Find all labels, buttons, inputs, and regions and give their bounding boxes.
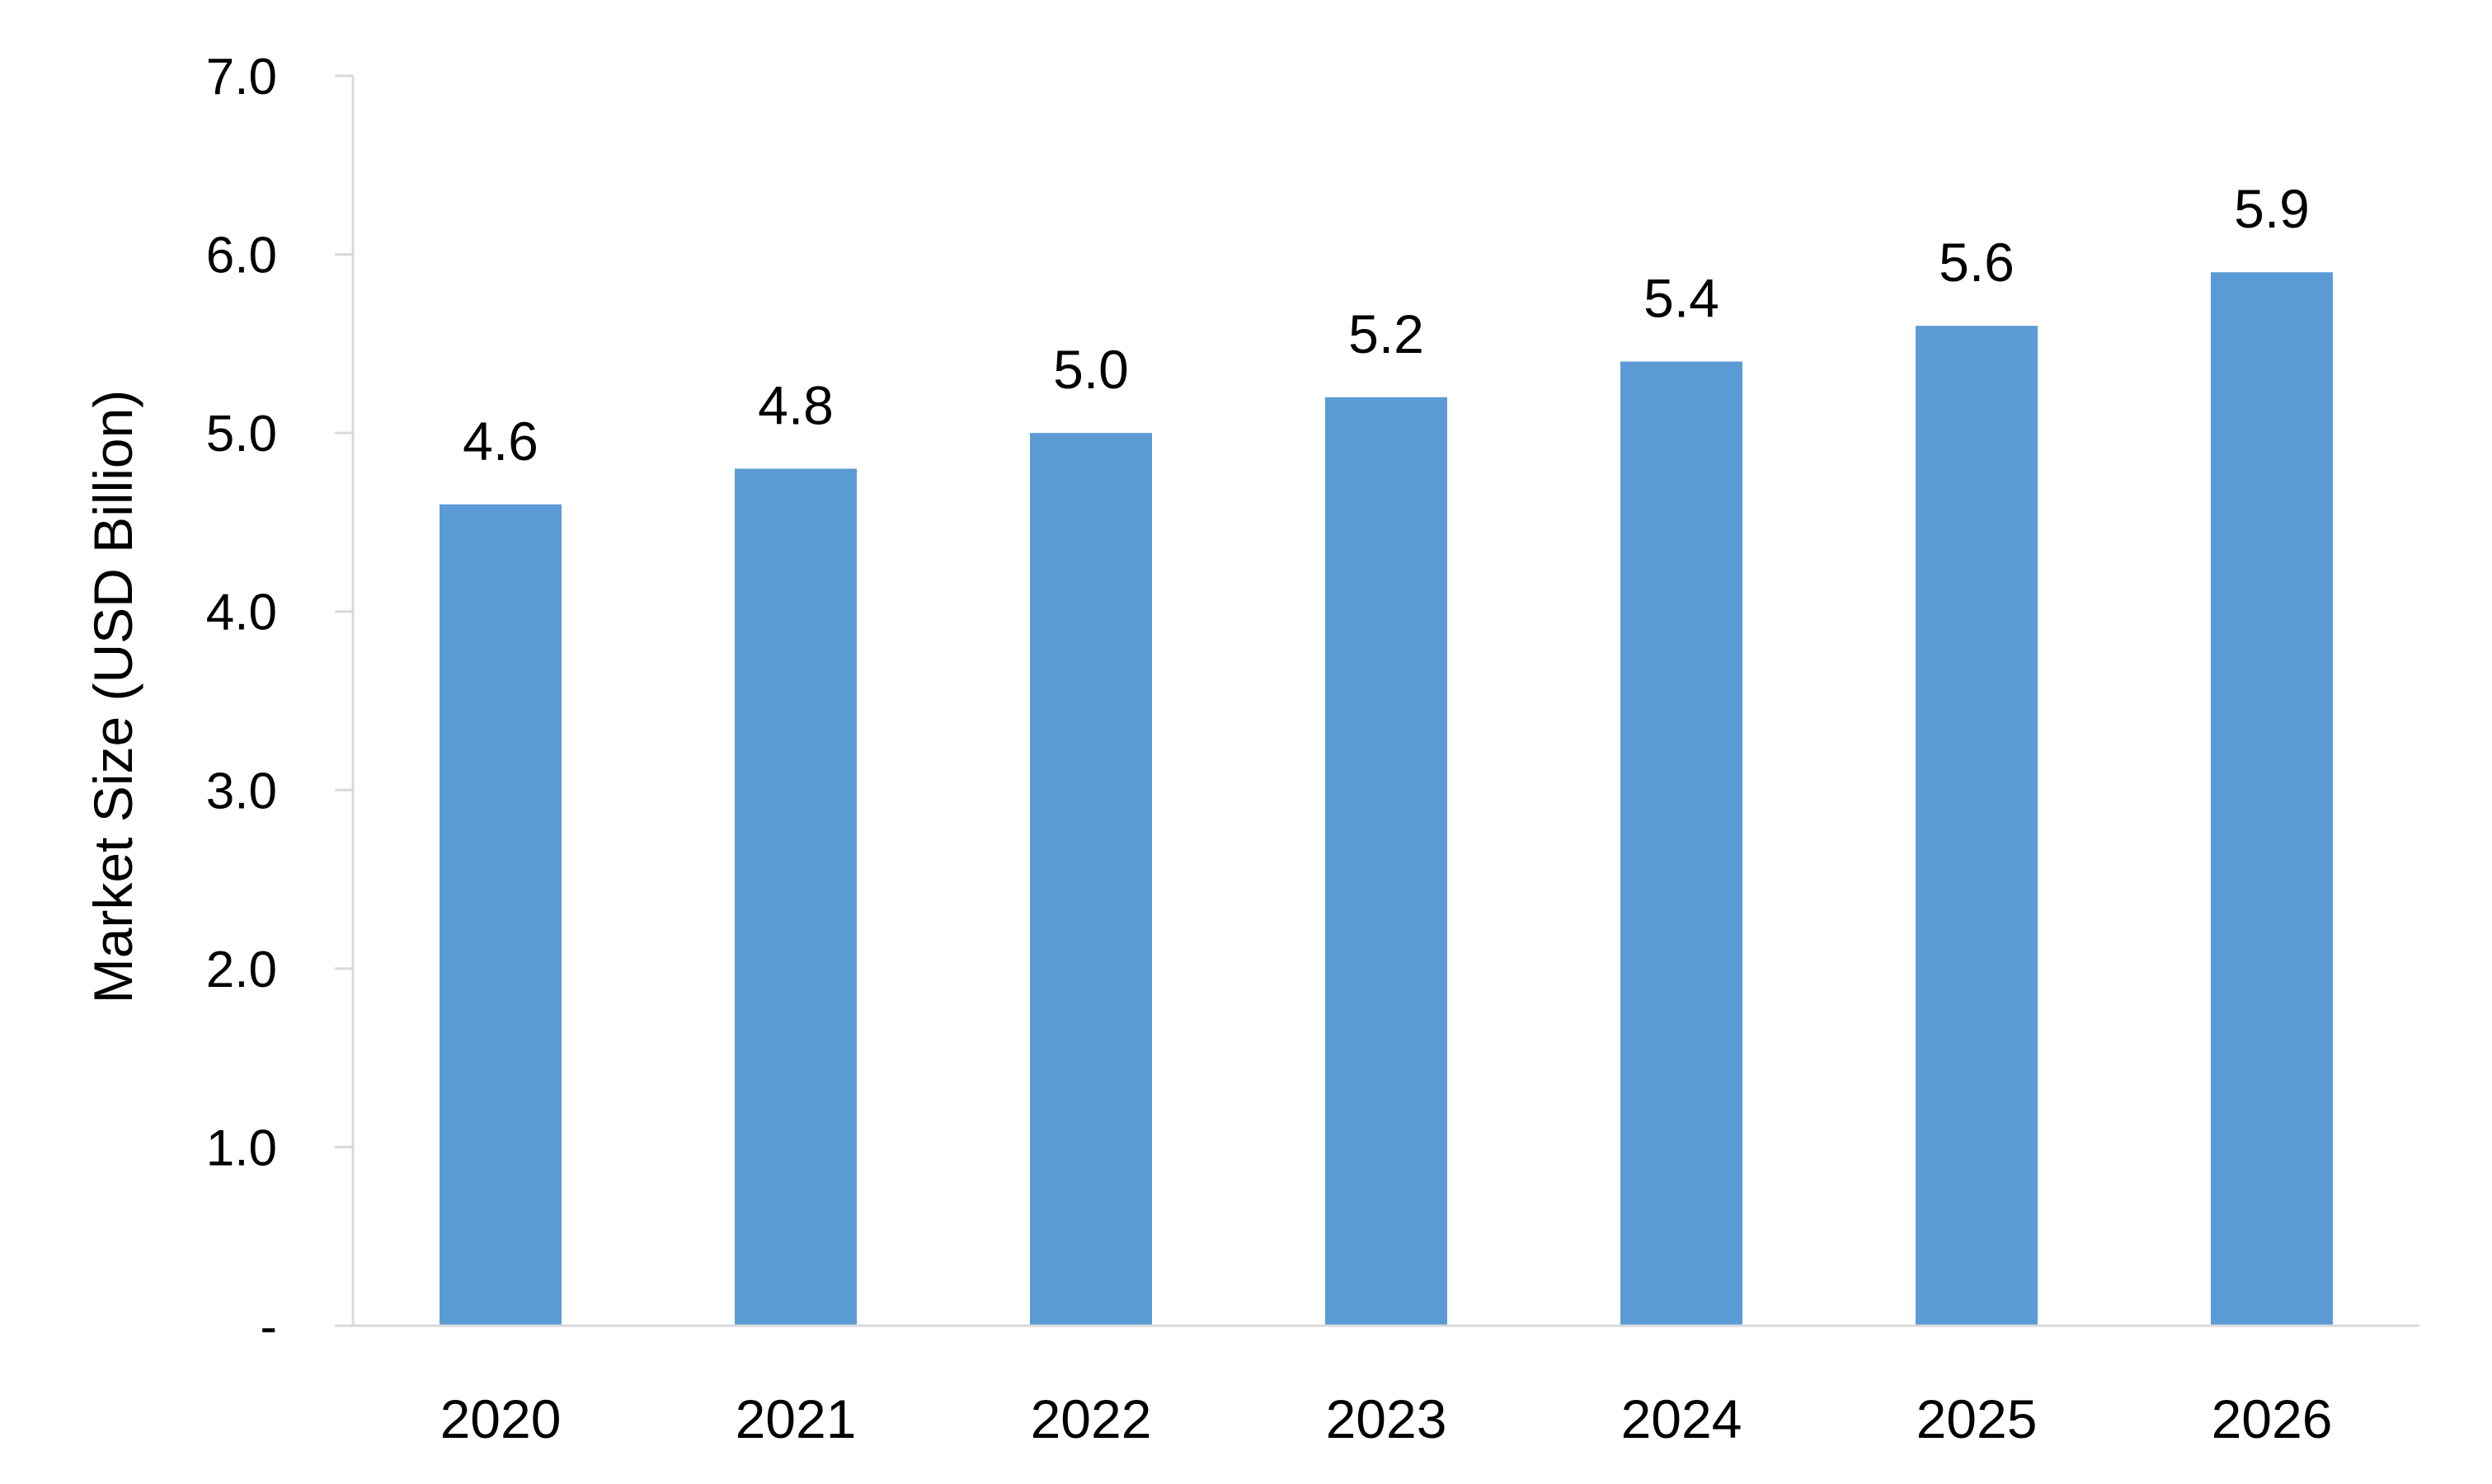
y-tick-label: 1.0 [206,1120,277,1176]
bar [735,468,857,1326]
y-tick-label: 4.0 [206,585,277,641]
bar [2211,272,2333,1327]
bar [440,504,562,1326]
x-tick-label: 2021 [736,1388,857,1449]
y-tick-label: 7.0 [206,49,277,106]
bar-data-label: 5.0 [1053,339,1129,400]
bar-data-label: 5.6 [1939,232,2015,293]
bar-data-label: 4.8 [758,374,834,435]
y-tick-label: - [260,1298,277,1355]
y-tick-label: 6.0 [206,228,277,284]
x-tick-label: 2025 [1916,1388,2038,1449]
y-tick-label: 5.0 [206,406,277,463]
y-tick-label: 3.0 [206,763,277,819]
bar-data-label: 4.6 [463,411,538,472]
bar [1620,361,1742,1326]
bar [1916,326,2038,1327]
bars: 4.6 4.8 5.0 5.2 5.4 5.6 5.9 [440,178,2333,1327]
bar [1030,433,1152,1327]
x-tick-label: 2022 [1031,1388,1152,1449]
y-axis: - 1.0 2.0 3.0 4.0 5.0 6.0 7.0 [206,49,353,1355]
y-tick-label: 2.0 [206,942,277,998]
x-tick-label: 2026 [2212,1388,2333,1449]
x-tick-label: 2020 [440,1388,562,1449]
bar [1325,397,1447,1326]
y-axis-title: Market Size (USD Billion) [82,390,143,1004]
bar-data-label: 5.2 [1348,303,1424,364]
x-tick-label: 2024 [1621,1388,1742,1449]
x-axis: 2020 2021 2022 2023 2024 2025 2026 [440,1388,2333,1449]
x-tick-label: 2023 [1326,1388,1447,1449]
bar-data-label: 5.4 [1643,268,1719,329]
bar-data-label: 5.9 [2234,178,2310,239]
